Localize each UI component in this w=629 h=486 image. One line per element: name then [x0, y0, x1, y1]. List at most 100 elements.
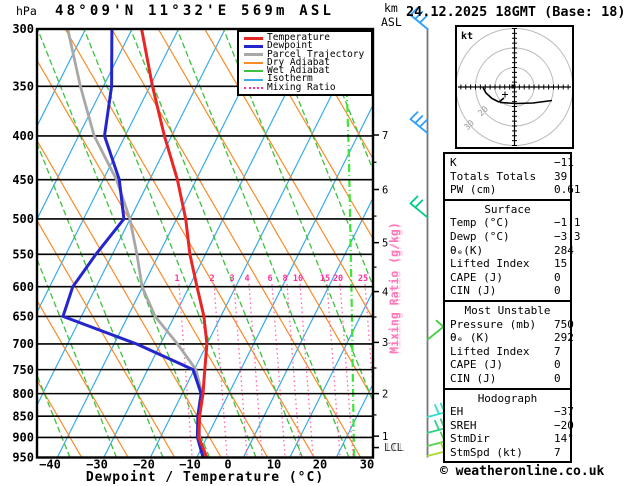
sounding-indices-table: K −11 Totals Totals 39 PW (cm) 0.61 Surface Tem…: [443, 152, 581, 464]
table-row: K −11: [450, 156, 574, 170]
wind-barb-feather: [414, 11, 424, 20]
mixing-ratio-value-label: 3: [229, 274, 234, 284]
legend-label: Temperature: [267, 32, 330, 43]
wet-adiabat-line: [176, 29, 350, 458]
legend-line-swatch: [244, 86, 263, 89]
table-row-label: SREH: [450, 418, 477, 432]
table-row-label: θₑ(K): [450, 243, 484, 257]
lcl-label: LCL: [384, 442, 403, 454]
isotherm-line: [56, 29, 273, 458]
km-axis-label: 7: [382, 130, 388, 142]
pressure-axis-label: 600: [12, 280, 34, 294]
mixing-ratio-axis-label-shadow: Mixing Ratio (g/kg): [390, 222, 404, 354]
hodograph-trace: [482, 87, 505, 103]
table-row-value: 15: [554, 257, 568, 271]
wet-adiabat-line: [37, 257, 118, 458]
wet-adiabat-line: [37, 141, 164, 458]
wind-barb: [426, 319, 445, 341]
temperature-curve: [140, 29, 209, 458]
table-row: StmDir 14°: [450, 432, 574, 446]
dry-adiabat-line: [37, 139, 222, 458]
chart-legend: Temperature Dewpoint Parcel Trajectory Dry …: [237, 30, 373, 97]
table-row-label: CAPE (J): [450, 358, 503, 372]
pressure-axis-label: 500: [12, 212, 34, 226]
wind-barb-shaft: [409, 202, 429, 219]
mixing-ratio-value-label: 10: [293, 274, 303, 284]
table-row: Lifted Index 7: [450, 345, 570, 359]
table-row-label: EH: [450, 405, 464, 419]
dry-adiabat-line: [157, 29, 373, 400]
pressure-axis-label: 800: [12, 387, 34, 401]
table-row-value: −3.3: [554, 229, 581, 243]
table-row: EH −37: [450, 405, 574, 419]
pressure-axis-label: 400: [12, 129, 34, 143]
table-row: CIN (J) 0: [450, 372, 570, 386]
temp-axis-tick-label: −20: [133, 458, 155, 472]
mixing-ratio-value-label: 4: [244, 274, 249, 284]
isotherm-line: [149, 29, 366, 458]
legend-row: Isotherm: [244, 74, 371, 84]
table-row-label: θₑ (K): [450, 331, 490, 345]
table-row-value: 7: [554, 344, 561, 358]
table-section: Most Unstable Pressure (mb) 750 θₑ (K) 292 Li…: [445, 299, 574, 388]
hodograph-border: [455, 25, 574, 149]
dry-adiabat-line: [204, 29, 373, 320]
isotherm-line: [37, 29, 180, 314]
table-row: CIN (J) 0: [450, 284, 570, 298]
wind-barb-feather: [414, 199, 424, 209]
table-row-label: Lifted Index: [450, 344, 530, 358]
table-row-value: −11: [554, 156, 574, 169]
dry-adiabat-line: [250, 29, 373, 240]
x-axis-title: Dewpoint / Temperature (°C): [85, 470, 325, 485]
km-axis-label: 2: [382, 388, 388, 400]
table-row: SREH −20: [450, 418, 574, 433]
temp-axis-tick-label: −10: [179, 458, 201, 472]
isotherm-line: [103, 29, 319, 458]
table-section-header: Hodograph: [477, 391, 538, 405]
mixing-ratio-line: [364, 283, 373, 399]
legend-label: Wet Adiabat: [267, 65, 330, 77]
dry-adiabat-line: [297, 29, 373, 160]
wind-barb-shaft: [409, 14, 429, 30]
mixing-ratio-value-label: 15: [320, 274, 330, 284]
wind-barb-feather: [434, 404, 440, 415]
isotherm-line: [289, 289, 373, 458]
mixing-ratio-line: [248, 283, 263, 457]
pressure-axis-label: 650: [12, 310, 34, 324]
table-section-header: Surface: [484, 202, 531, 216]
legend-line-swatch: [244, 62, 263, 65]
km-axis-label: 3: [382, 337, 388, 349]
mixing-ratio-line: [326, 283, 341, 457]
mixing-ratio-value-label: 2: [209, 274, 214, 284]
table-row-value: 39: [554, 169, 568, 183]
mixing-ratio-value-label: 25: [358, 274, 368, 284]
wet-adiabat-line: [269, 29, 373, 288]
table-section-header: Most Unstable: [464, 303, 551, 317]
table-row-label: Temp (°C): [450, 216, 510, 230]
dewpoint-curve: [61, 29, 205, 458]
legend-label: Parcel Trajectory: [267, 48, 365, 60]
isotherm-line: [37, 29, 133, 221]
mixing-ratio-value-label: 20: [333, 274, 343, 284]
wind-barb-shaft: [409, 118, 429, 135]
table-row-label: Lifted Index: [450, 257, 530, 271]
table-row: PW (cm) 0.61: [450, 183, 581, 197]
dry-adiabat-line: [37, 299, 129, 458]
lcl-label-shadow: LCL: [386, 442, 405, 454]
wet-adiabat-line: [37, 373, 71, 458]
table-row: θₑ (K) 292: [450, 331, 574, 345]
legend-label: Dewpoint: [267, 40, 313, 52]
table-row-label: CAPE (J): [450, 270, 503, 284]
wind-barb: [409, 195, 429, 219]
table-row-label: Dewp (°C): [450, 229, 510, 243]
table-row-value: 0.61: [554, 183, 581, 197]
pressure-axis-label: 350: [12, 80, 34, 94]
table-row-label: StmDir: [450, 432, 490, 446]
pressure-axis-label: 950: [12, 451, 34, 465]
hodograph-unit-label: kt: [461, 31, 473, 42]
wind-barb-feather: [409, 195, 419, 205]
legend-line-swatch: [244, 78, 263, 81]
